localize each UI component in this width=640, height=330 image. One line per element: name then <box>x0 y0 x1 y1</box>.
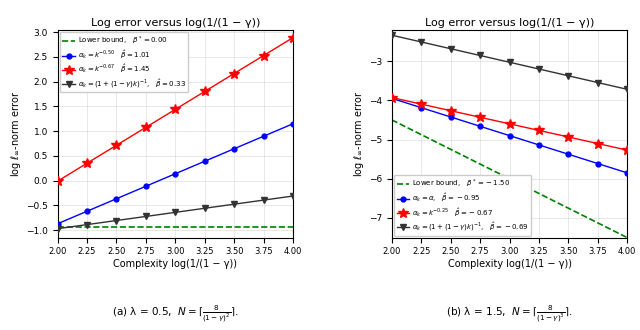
Lower bound,   $\beta^* = 0.00$ <box>113 225 120 229</box>
Title: Log error versus log(1/(1 − γ)): Log error versus log(1/(1 − γ)) <box>91 17 260 27</box>
Y-axis label: log $\ell_\infty$-norm error: log $\ell_\infty$-norm error <box>352 90 366 177</box>
$\alpha_k = (1 + (1-\gamma)k)^{-1}$,   $\hat{\beta} = 0.33$ <box>289 194 297 198</box>
Legend: Lower bound,   $\beta^* = 0.00$, $\alpha_k = k^{-0.50}$   $\hat{\beta} = 1.01$, : Lower bound, $\beta^* = 0.00$, $\alpha_k… <box>60 32 189 92</box>
$\alpha_k = k^{-0.25}$   $\hat{\beta} = -0.67$ <box>476 115 484 119</box>
$\alpha_k = \alpha$,   $\hat{\beta} = -0.95$ <box>535 143 543 147</box>
$\alpha_k = k^{-0.50}$   $\hat{\beta} = 1.01$ <box>113 197 120 201</box>
$\alpha_k = k^{-0.67}$   $\hat{\beta} = 1.45$ <box>289 36 297 40</box>
Text: (a) λ = 0.5,  $N = \lceil \frac{8}{(1-\gamma)^2} \rceil$.: (a) λ = 0.5, $N = \lceil \frac{8}{(1-\ga… <box>112 304 239 325</box>
Lower bound,   $\beta^* = -1.50$ <box>388 118 396 122</box>
X-axis label: Complexity log(1/(1 − γ)): Complexity log(1/(1 − γ)) <box>113 259 237 269</box>
Line: Lower bound,   $\beta^* = -1.50$: Lower bound, $\beta^* = -1.50$ <box>392 120 627 238</box>
$\alpha_k = (1 + (1-\gamma)k)^{-1}$,   $\hat{\beta} = 0.33$ <box>172 211 179 214</box>
Y-axis label: log $\ell_\infty$-norm error: log $\ell_\infty$-norm error <box>9 90 23 177</box>
$\alpha_k = k^{-0.67}$   $\hat{\beta} = 1.45$ <box>201 89 209 93</box>
$\alpha_k = (1+(1-\gamma)k)^{-1}$,   $\hat{\beta} = -0.69$ <box>594 81 602 84</box>
$\alpha_k = k^{-0.25}$   $\hat{\beta} = -0.67$ <box>535 128 543 132</box>
Lower bound,   $\beta^* = -1.50$ <box>594 221 602 225</box>
$\alpha_k = (1+(1-\gamma)k)^{-1}$,   $\hat{\beta} = -0.69$ <box>476 53 484 57</box>
$\alpha_k = \alpha$,   $\hat{\beta} = -0.95$ <box>564 152 572 156</box>
$\alpha_k = (1 + (1-\gamma)k)^{-1}$,   $\hat{\beta} = 0.33$ <box>260 198 268 202</box>
Line: $\alpha_k = k^{-0.50}$   $\hat{\beta} = 1.01$: $\alpha_k = k^{-0.50}$ $\hat{\beta} = 1.… <box>55 121 296 226</box>
$\alpha_k = k^{-0.25}$   $\hat{\beta} = -0.67$ <box>447 109 454 113</box>
$\alpha_k = k^{-0.25}$   $\hat{\beta} = -0.67$ <box>506 122 513 126</box>
Line: $\alpha_k = (1 + (1-\gamma)k)^{-1}$,   $\hat{\beta} = 0.33$: $\alpha_k = (1 + (1-\gamma)k)^{-1}$, $\h… <box>54 193 296 232</box>
$\alpha_k = k^{-0.50}$   $\hat{\beta} = 1.01$ <box>260 134 268 138</box>
Line: $\alpha_k = k^{-0.67}$   $\hat{\beta} = 1.45$: $\alpha_k = k^{-0.67}$ $\hat{\beta} = 1.… <box>52 33 298 186</box>
$\alpha_k = k^{-0.67}$   $\hat{\beta} = 1.45$ <box>83 161 91 165</box>
$\alpha_k = (1 + (1-\gamma)k)^{-1}$,   $\hat{\beta} = 0.33$ <box>230 202 238 206</box>
$\alpha_k = (1+(1-\gamma)k)^{-1}$,   $\hat{\beta} = -0.69$ <box>447 47 454 51</box>
$\alpha_k = \alpha$,   $\hat{\beta} = -0.95$ <box>476 124 484 128</box>
$\alpha_k = \alpha$,   $\hat{\beta} = -0.95$ <box>594 162 602 166</box>
$\alpha_k = (1 + (1-\gamma)k)^{-1}$,   $\hat{\beta} = 0.33$ <box>142 214 150 218</box>
$\alpha_k = k^{-0.50}$   $\hat{\beta} = 1.01$ <box>230 147 238 151</box>
$\alpha_k = \alpha$,   $\hat{\beta} = -0.95$ <box>506 134 513 138</box>
$\alpha_k = \alpha$,   $\hat{\beta} = -0.95$ <box>388 96 396 100</box>
$\alpha_k = (1+(1-\gamma)k)^{-1}$,   $\hat{\beta} = -0.69$ <box>564 74 572 78</box>
Lower bound,   $\beta^* = 0.00$ <box>54 225 61 229</box>
$\alpha_k = (1+(1-\gamma)k)^{-1}$,   $\hat{\beta} = -0.69$ <box>388 33 396 37</box>
$\alpha_k = k^{-0.25}$   $\hat{\beta} = -0.67$ <box>388 96 396 100</box>
$\alpha_k = k^{-0.25}$   $\hat{\beta} = -0.67$ <box>594 142 602 146</box>
Text: (b) λ = 1.5,  $N = \lceil \frac{8}{(1-\gamma)^3} \rceil$.: (b) λ = 1.5, $N = \lceil \frac{8}{(1-\ga… <box>446 304 573 325</box>
$\alpha_k = k^{-0.50}$   $\hat{\beta} = 1.01$ <box>201 159 209 163</box>
Line: $\alpha_k = k^{-0.25}$   $\hat{\beta} = -0.67$: $\alpha_k = k^{-0.25}$ $\hat{\beta} = -0… <box>387 93 632 155</box>
Lower bound,   $\beta^* = -1.50$ <box>564 206 572 210</box>
Lower bound,   $\beta^* = -1.50$ <box>476 162 484 166</box>
$\alpha_k = (1 + (1-\gamma)k)^{-1}$,   $\hat{\beta} = 0.33$ <box>113 218 120 222</box>
Lower bound,   $\beta^* = 0.00$ <box>201 225 209 229</box>
$\alpha_k = (1+(1-\gamma)k)^{-1}$,   $\hat{\beta} = -0.69$ <box>535 67 543 71</box>
Lower bound,   $\beta^* = -1.50$ <box>623 236 631 240</box>
$\alpha_k = k^{-0.67}$   $\hat{\beta} = 1.45$ <box>54 179 61 183</box>
$\alpha_k = k^{-0.67}$   $\hat{\beta} = 1.45$ <box>260 53 268 57</box>
Lower bound,   $\beta^* = -1.50$ <box>506 177 513 181</box>
$\alpha_k = (1+(1-\gamma)k)^{-1}$,   $\hat{\beta} = -0.69$ <box>623 87 631 91</box>
$\alpha_k = k^{-0.50}$   $\hat{\beta} = 1.01$ <box>172 172 179 176</box>
$\alpha_k = k^{-0.25}$   $\hat{\beta} = -0.67$ <box>623 148 631 152</box>
Title: Log error versus log(1/(1 − γ)): Log error versus log(1/(1 − γ)) <box>425 17 594 27</box>
$\alpha_k = (1 + (1-\gamma)k)^{-1}$,   $\hat{\beta} = 0.33$ <box>201 206 209 210</box>
Line: $\alpha_k = (1+(1-\gamma)k)^{-1}$,   $\hat{\beta} = -0.69$: $\alpha_k = (1+(1-\gamma)k)^{-1}$, $\hat… <box>388 32 630 92</box>
X-axis label: Complexity log(1/(1 − γ)): Complexity log(1/(1 − γ)) <box>447 259 572 269</box>
Lower bound,   $\beta^* = 0.00$ <box>83 225 91 229</box>
$\alpha_k = (1+(1-\gamma)k)^{-1}$,   $\hat{\beta} = -0.69$ <box>417 40 425 44</box>
$\alpha_k = k^{-0.50}$   $\hat{\beta} = 1.01$ <box>54 222 61 226</box>
$\alpha_k = k^{-0.67}$   $\hat{\beta} = 1.45$ <box>230 72 238 76</box>
Lower bound,   $\beta^* = 0.00$ <box>289 225 297 229</box>
$\alpha_k = k^{-0.67}$   $\hat{\beta} = 1.45$ <box>142 125 150 129</box>
$\alpha_k = k^{-0.50}$   $\hat{\beta} = 1.01$ <box>289 122 297 126</box>
$\alpha_k = k^{-0.50}$   $\hat{\beta} = 1.01$ <box>142 184 150 188</box>
$\alpha_k = (1+(1-\gamma)k)^{-1}$,   $\hat{\beta} = -0.69$ <box>506 60 513 64</box>
Lower bound,   $\beta^* = -1.50$ <box>447 148 454 151</box>
$\alpha_k = k^{-0.67}$   $\hat{\beta} = 1.45$ <box>113 143 120 147</box>
$\alpha_k = k^{-0.25}$   $\hat{\beta} = -0.67$ <box>417 102 425 106</box>
$\alpha_k = k^{-0.25}$   $\hat{\beta} = -0.67$ <box>564 135 572 139</box>
Lower bound,   $\beta^* = 0.00$ <box>142 225 150 229</box>
Lower bound,   $\beta^* = 0.00$ <box>260 225 268 229</box>
Lower bound,   $\beta^* = -1.50$ <box>535 191 543 195</box>
Legend: Lower bound,   $\beta^* = -1.50$, $\alpha_k = \alpha$,   $\hat{\beta} = -0.95$, : Lower bound, $\beta^* = -1.50$, $\alpha_… <box>394 175 531 236</box>
$\alpha_k = k^{-0.67}$   $\hat{\beta} = 1.45$ <box>172 107 179 111</box>
$\alpha_k = \alpha$,   $\hat{\beta} = -0.95$ <box>447 115 454 119</box>
Lower bound,   $\beta^* = 0.00$ <box>230 225 238 229</box>
Line: $\alpha_k = \alpha$,   $\hat{\beta} = -0.95$: $\alpha_k = \alpha$, $\hat{\beta} = -0.9… <box>389 96 630 175</box>
$\alpha_k = \alpha$,   $\hat{\beta} = -0.95$ <box>623 171 631 175</box>
$\alpha_k = k^{-0.50}$   $\hat{\beta} = 1.01$ <box>83 209 91 213</box>
$\alpha_k = (1 + (1-\gamma)k)^{-1}$,   $\hat{\beta} = 0.33$ <box>83 223 91 227</box>
Lower bound,   $\beta^* = 0.00$ <box>172 225 179 229</box>
$\alpha_k = (1 + (1-\gamma)k)^{-1}$,   $\hat{\beta} = 0.33$ <box>54 227 61 231</box>
Lower bound,   $\beta^* = -1.50$ <box>417 133 425 137</box>
$\alpha_k = \alpha$,   $\hat{\beta} = -0.95$ <box>417 106 425 110</box>
